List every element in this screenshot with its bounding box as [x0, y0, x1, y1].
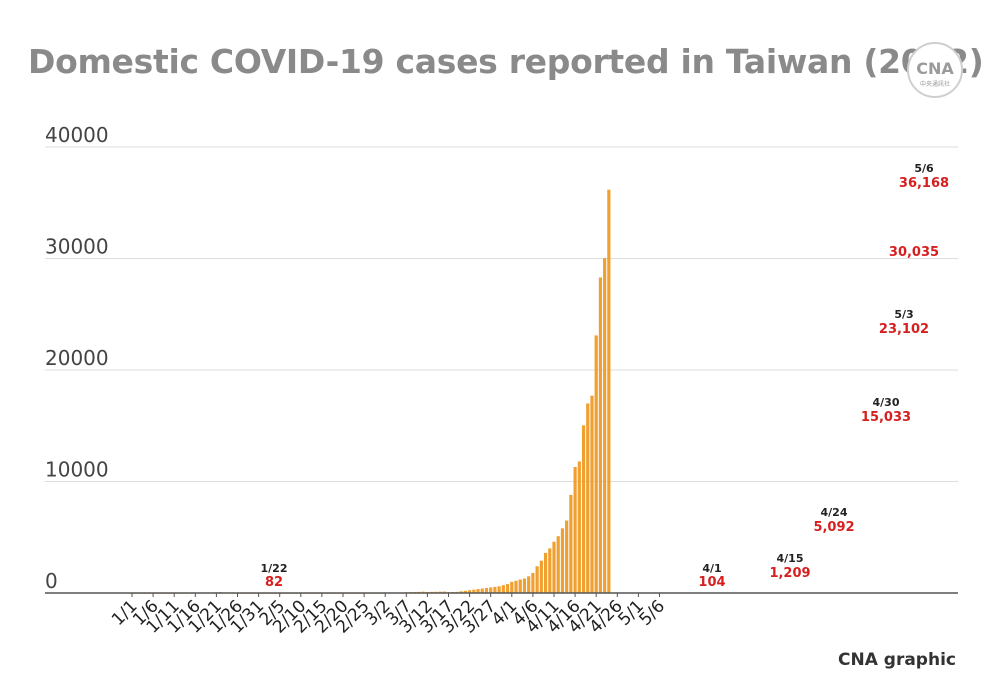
chart-credit: CNA graphic [838, 650, 956, 670]
bar-layer [130, 189, 611, 594]
bar [510, 581, 514, 593]
annotation-date: 4/1 [702, 562, 721, 575]
annotation-date: 4/24 [821, 506, 848, 519]
bar [594, 335, 598, 593]
bar [565, 520, 569, 593]
bar [590, 395, 594, 593]
bar [522, 578, 527, 593]
bar [468, 590, 472, 593]
bar [463, 590, 467, 593]
annotation-date: 4/15 [777, 552, 804, 565]
bar [556, 536, 560, 593]
bar [569, 494, 573, 593]
bar [514, 580, 518, 593]
bar [598, 277, 603, 593]
bar [552, 541, 556, 593]
bar [577, 461, 581, 593]
annotation-date: 5/6 [914, 162, 934, 175]
annotation-value: 15,033 [861, 410, 911, 425]
bar [603, 258, 607, 593]
bar [560, 528, 565, 593]
bar [484, 587, 489, 593]
annotation-value: 36,168 [899, 176, 949, 191]
y-tick-label: 0 [45, 569, 58, 593]
logo-subtext: 中央通訊社 [920, 80, 950, 88]
bar [543, 552, 548, 593]
grid-layer: 0 10000 20000 30000 40000 [45, 123, 958, 593]
bar [531, 572, 535, 593]
x-tick-label: 5/6 [636, 596, 669, 629]
bar [459, 591, 463, 593]
annotation-date: 1/22 [261, 562, 288, 575]
y-tick-label: 10000 [45, 458, 109, 482]
bar [505, 584, 510, 593]
annotation-value: 30,035 [889, 245, 939, 260]
bar [535, 566, 539, 593]
bar [489, 587, 493, 593]
bar [518, 579, 522, 593]
bar [472, 589, 476, 593]
bar [497, 586, 501, 593]
y-tick-label: 40000 [45, 123, 109, 147]
bar [501, 585, 505, 593]
bar [548, 548, 552, 593]
bar [586, 403, 590, 593]
annotation-value: 82 [265, 575, 283, 590]
annotation-date: 4/30 [873, 396, 900, 409]
annotation-value: 104 [698, 575, 725, 590]
bar [480, 588, 484, 593]
annotation-value: 23,102 [879, 322, 929, 337]
annotation-value: 1,209 [769, 566, 810, 581]
x-axis: 1/11/61/111/161/211/261/312/52/102/152/2… [45, 592, 958, 638]
bar [493, 586, 497, 593]
y-tick-label: 30000 [45, 235, 109, 259]
bar [527, 576, 531, 593]
logo-text: CNA [916, 59, 954, 78]
bar [539, 560, 543, 593]
annotation-date: 5/3 [894, 308, 913, 321]
bar [573, 467, 577, 593]
chart-title: Domestic COVID-19 cases reported in Taiw… [28, 42, 984, 81]
bar [581, 425, 586, 593]
cna-logo: CNA 中央通訊社 [907, 42, 963, 98]
bar [476, 589, 480, 593]
annotation-value: 5,092 [813, 520, 854, 535]
bar [607, 189, 611, 593]
y-tick-label: 20000 [45, 346, 109, 370]
